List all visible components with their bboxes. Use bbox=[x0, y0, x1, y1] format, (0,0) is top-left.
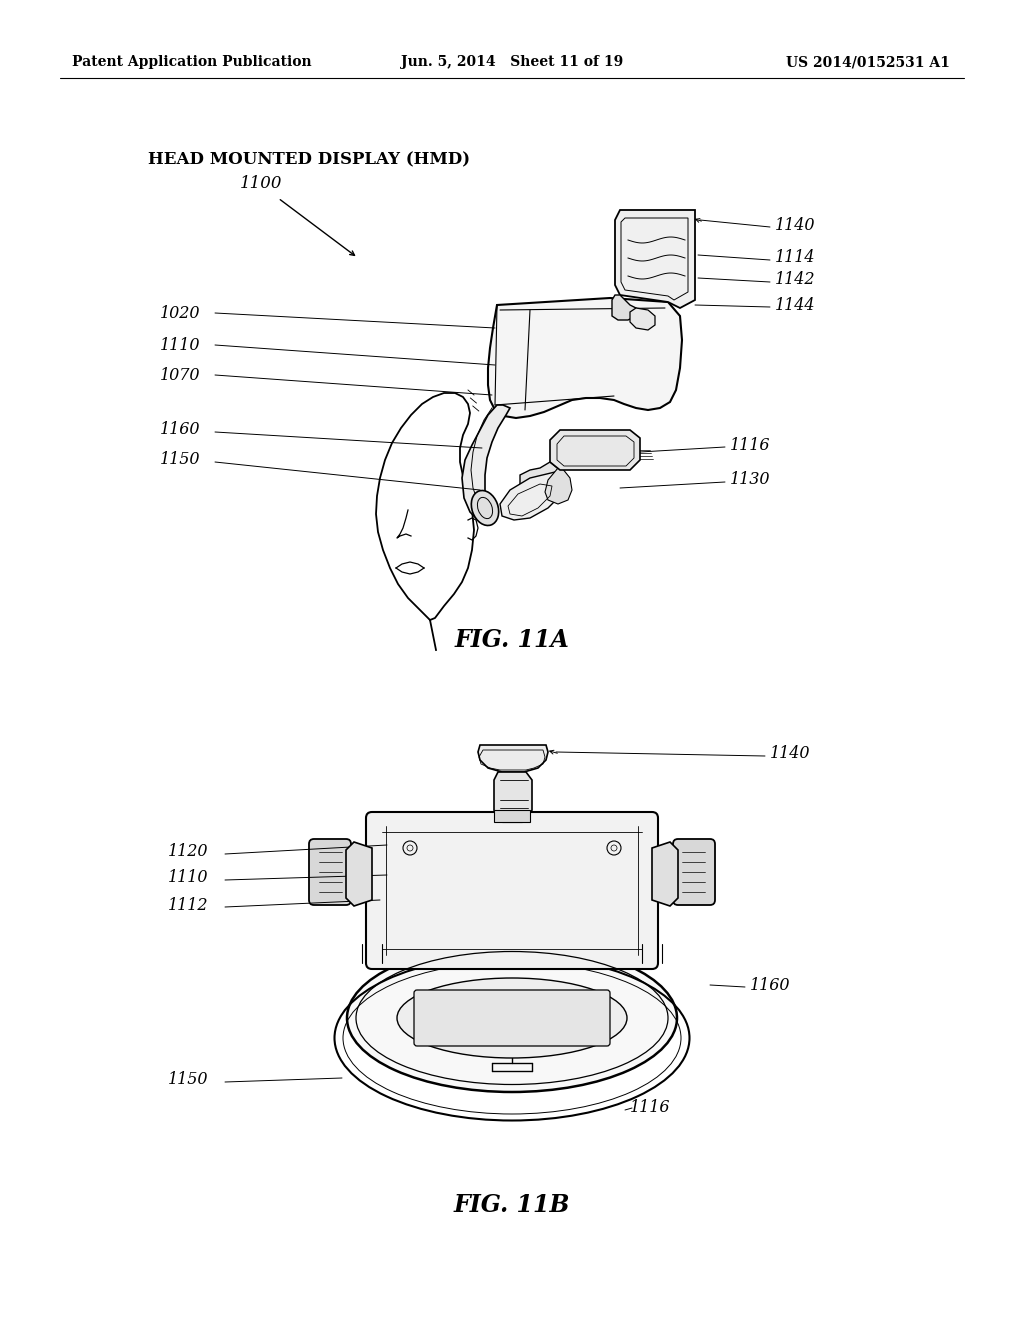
Text: FIG. 11B: FIG. 11B bbox=[454, 1193, 570, 1217]
Text: 1020: 1020 bbox=[160, 305, 201, 322]
Ellipse shape bbox=[397, 978, 627, 1059]
FancyBboxPatch shape bbox=[494, 810, 530, 822]
Polygon shape bbox=[520, 462, 560, 488]
Polygon shape bbox=[612, 294, 636, 319]
Text: 1120: 1120 bbox=[168, 843, 209, 861]
Polygon shape bbox=[494, 772, 532, 816]
Polygon shape bbox=[478, 744, 548, 772]
Text: HEAD MOUNTED DISPLAY (HMD): HEAD MOUNTED DISPLAY (HMD) bbox=[148, 152, 470, 169]
Text: 1160: 1160 bbox=[160, 421, 201, 438]
Text: Patent Application Publication: Patent Application Publication bbox=[72, 55, 311, 69]
FancyBboxPatch shape bbox=[673, 840, 715, 906]
Polygon shape bbox=[462, 405, 510, 524]
Text: 1114: 1114 bbox=[775, 249, 815, 267]
FancyBboxPatch shape bbox=[366, 812, 658, 969]
Text: FIG. 11A: FIG. 11A bbox=[455, 628, 569, 652]
Text: 1070: 1070 bbox=[160, 367, 201, 384]
Ellipse shape bbox=[471, 491, 499, 525]
Text: 1110: 1110 bbox=[168, 870, 209, 887]
Text: 1130: 1130 bbox=[730, 471, 770, 488]
Text: US 2014/0152531 A1: US 2014/0152531 A1 bbox=[786, 55, 950, 69]
Polygon shape bbox=[488, 298, 682, 418]
Text: 1160: 1160 bbox=[750, 977, 791, 994]
Text: Jun. 5, 2014   Sheet 11 of 19: Jun. 5, 2014 Sheet 11 of 19 bbox=[400, 55, 624, 69]
Polygon shape bbox=[500, 473, 564, 520]
Text: 1144: 1144 bbox=[775, 297, 815, 314]
Polygon shape bbox=[652, 842, 678, 906]
Polygon shape bbox=[346, 842, 372, 906]
Polygon shape bbox=[615, 210, 695, 308]
Text: 1116: 1116 bbox=[730, 437, 770, 454]
Text: 1110: 1110 bbox=[160, 337, 201, 354]
Text: 1140: 1140 bbox=[770, 746, 811, 763]
Polygon shape bbox=[630, 308, 655, 330]
Text: 1116: 1116 bbox=[630, 1100, 671, 1117]
Polygon shape bbox=[545, 469, 572, 504]
Ellipse shape bbox=[347, 944, 677, 1092]
Text: 1142: 1142 bbox=[775, 272, 815, 289]
Text: 1112: 1112 bbox=[168, 896, 209, 913]
Text: 1150: 1150 bbox=[160, 451, 201, 469]
Text: 1140: 1140 bbox=[775, 216, 815, 234]
FancyBboxPatch shape bbox=[309, 840, 351, 906]
Text: 1150: 1150 bbox=[168, 1072, 209, 1089]
Polygon shape bbox=[550, 430, 640, 470]
Text: 1100: 1100 bbox=[240, 174, 283, 191]
FancyBboxPatch shape bbox=[414, 990, 610, 1045]
